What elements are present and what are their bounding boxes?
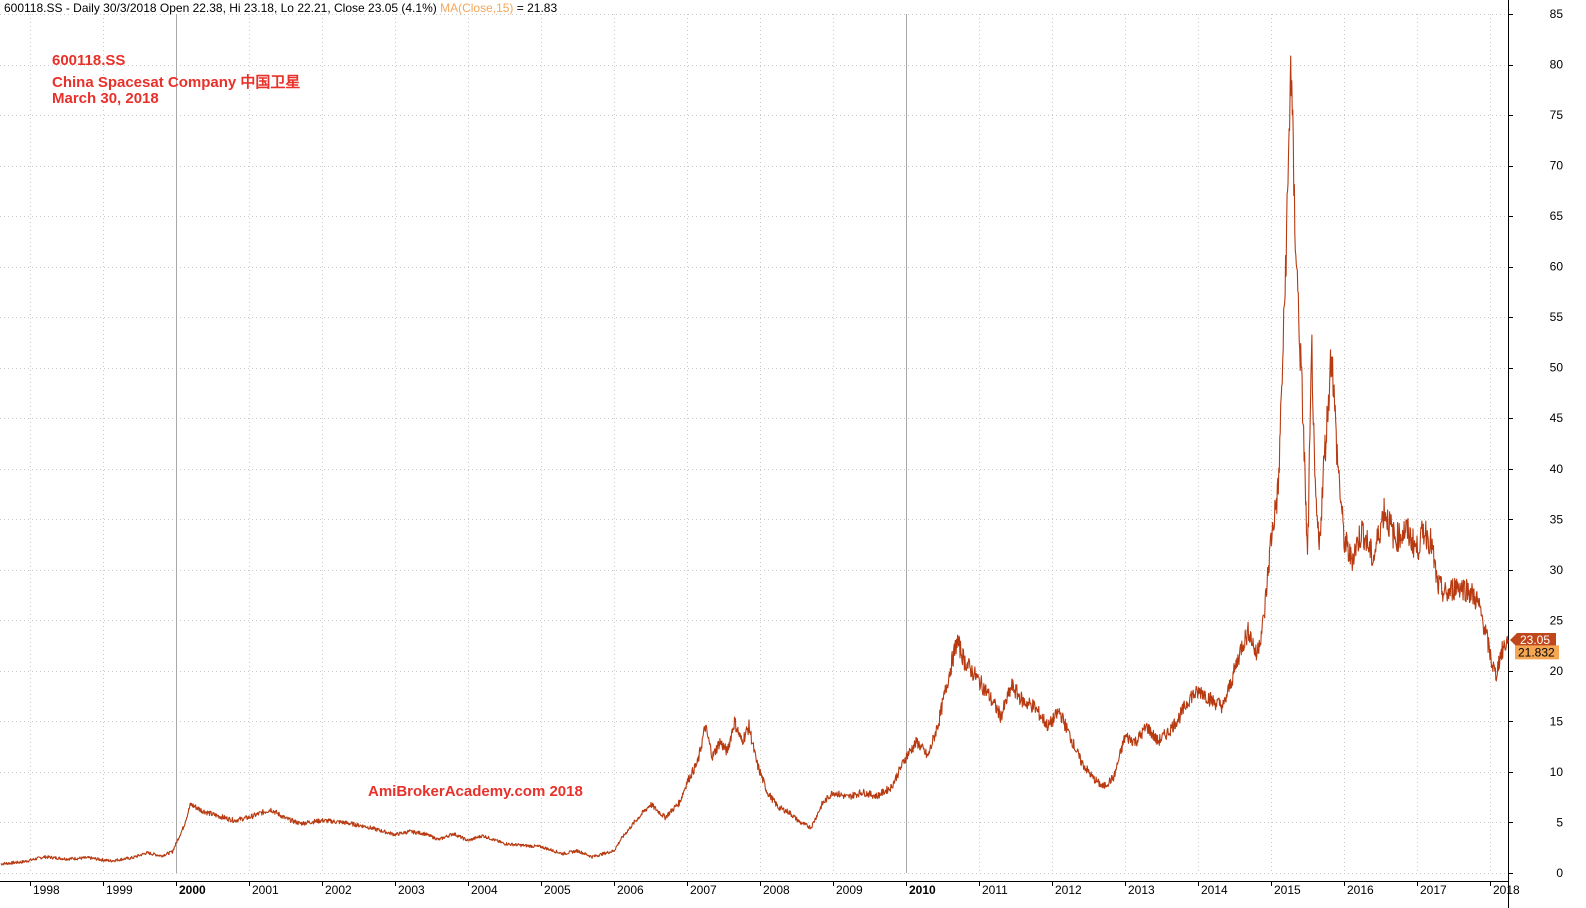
annotation-company: China Spacesat Company 中国卫星 <box>52 74 301 91</box>
x-tick-label: 2014 <box>1201 883 1228 897</box>
grid-lines <box>0 14 1508 874</box>
x-tick-label: 2012 <box>1055 883 1082 897</box>
x-tick-label: 2000 <box>179 883 206 897</box>
x-tick-label: 2013 <box>1128 883 1155 897</box>
y-tick-label: 5 <box>1556 815 1563 829</box>
x-tick-label: 2003 <box>398 883 425 897</box>
price-line <box>0 55 1509 866</box>
x-tick-label: 2004 <box>471 883 498 897</box>
annotation-ticker: 600118.SS <box>52 52 126 69</box>
y-tick-label: 75 <box>1550 108 1564 122</box>
y-axis-ticks: 0 5 10 15 20 25 30 35 40 45 50 55 60 65 70 75 80 85 <box>1508 7 1563 880</box>
x-tick-label: 2018 <box>1493 883 1520 897</box>
y-tick-label: 25 <box>1550 613 1564 627</box>
x-tick-label: 2007 <box>690 883 717 897</box>
x-tick-label: 2011 <box>982 883 1008 897</box>
y-tick-label: 15 <box>1550 714 1564 728</box>
x-tick-label: 2006 <box>617 883 644 897</box>
y-tick-label: 85 <box>1550 7 1564 21</box>
y-tick-label: 20 <box>1550 664 1564 678</box>
annotation-date: March 30, 2018 <box>52 90 159 107</box>
last-close-label: 23.05 <box>1520 633 1550 647</box>
y-tick-label: 60 <box>1550 260 1564 274</box>
y-tick-label: 10 <box>1550 765 1564 779</box>
x-tick-label: 2015 <box>1274 883 1301 897</box>
x-tick-label: 1998 <box>33 883 60 897</box>
y-tick-label: 55 <box>1550 310 1564 324</box>
y-tick-label: 50 <box>1550 361 1564 375</box>
x-tick-label: 2005 <box>544 883 571 897</box>
y-tick-label: 30 <box>1550 563 1564 577</box>
ma-badge <box>1515 645 1559 660</box>
x-tick-label: 2016 <box>1347 883 1374 897</box>
quote-info: 600118.SS - Daily 30/3/2018 Open 22.38, … <box>4 1 437 15</box>
x-tick-label: 2002 <box>325 883 352 897</box>
y-tick-label: 40 <box>1550 462 1564 476</box>
x-tick-label: 2010 <box>909 883 936 897</box>
x-tick-label: 2008 <box>763 883 790 897</box>
ma-value: = 21.83 <box>516 1 558 15</box>
watermark: AmiBrokerAcademy.com 2018 <box>368 783 583 800</box>
y-tick-label: 45 <box>1550 411 1564 425</box>
y-tick-label: 0 <box>1556 866 1563 880</box>
y-tick-label: 70 <box>1550 159 1564 173</box>
x-tick-label: 2001 <box>252 883 279 897</box>
y-tick-label: 65 <box>1550 209 1564 223</box>
ma-last-label: 21.832 <box>1518 645 1555 659</box>
chart-header: 600118.SS - Daily 30/3/2018 Open 22.38, … <box>4 1 557 15</box>
last-close-badge <box>1510 633 1556 648</box>
x-tick-label: 2017 <box>1420 883 1447 897</box>
x-tick-label: 1999 <box>106 883 133 897</box>
y-tick-label: 80 <box>1550 58 1564 72</box>
x-tick-label: 2009 <box>836 883 863 897</box>
x-axis-ticks: 1998 1999 2000 2001 2002 2003 2004 2005 2006 2007… <box>30 881 1520 897</box>
ma-label: MA(Close,15) <box>440 1 514 15</box>
y-tick-label: 35 <box>1550 512 1564 526</box>
